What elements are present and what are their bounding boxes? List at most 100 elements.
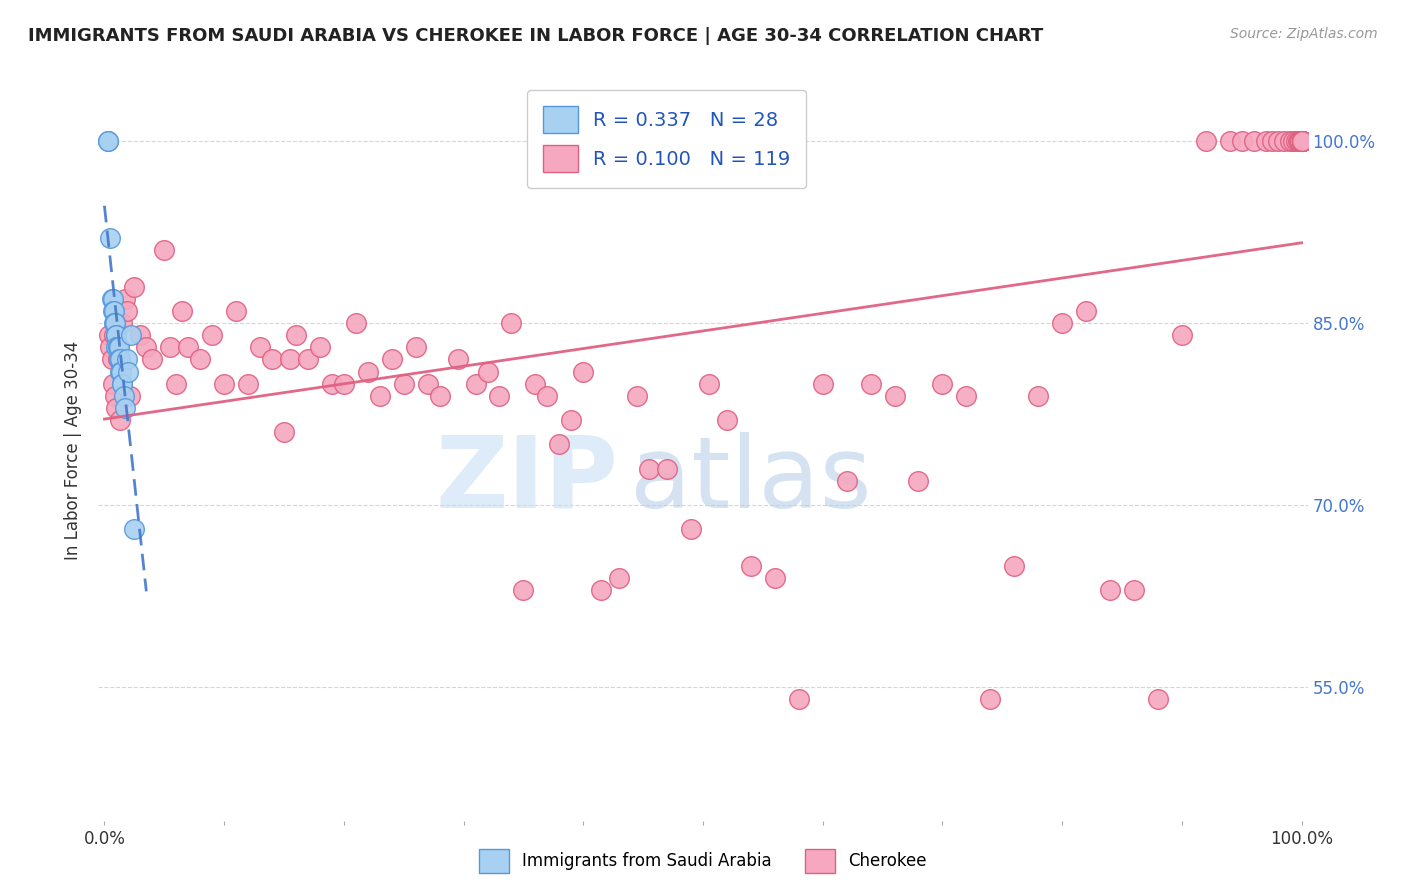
Point <box>1291 134 1313 148</box>
Point <box>979 692 1001 706</box>
Point <box>201 328 224 343</box>
Point <box>105 401 128 415</box>
Point <box>333 376 356 391</box>
Point <box>100 231 122 245</box>
Point <box>405 340 427 354</box>
Point <box>124 279 146 293</box>
Point <box>381 352 404 367</box>
Point <box>1291 134 1313 148</box>
Point <box>1291 134 1313 148</box>
Point <box>278 352 301 367</box>
Point <box>1291 134 1313 148</box>
Point <box>236 376 259 391</box>
Point <box>477 365 499 379</box>
Point <box>114 401 136 415</box>
Point <box>105 328 128 343</box>
Point <box>1243 134 1265 148</box>
Point <box>524 376 547 391</box>
Point <box>107 352 129 367</box>
Point <box>103 316 125 330</box>
Point <box>907 474 929 488</box>
Point <box>108 352 131 367</box>
Point <box>835 474 858 488</box>
Point <box>260 352 283 367</box>
Point <box>97 134 120 148</box>
Point <box>309 340 332 354</box>
Point <box>108 413 131 427</box>
Point <box>1291 134 1313 148</box>
Text: atlas: atlas <box>630 432 872 529</box>
Point <box>638 461 661 475</box>
Point <box>1289 134 1312 148</box>
Point <box>416 376 439 391</box>
Point <box>1267 134 1289 148</box>
Point <box>607 571 630 585</box>
Point <box>1291 134 1313 148</box>
Point <box>212 376 235 391</box>
Point <box>787 692 810 706</box>
Point <box>368 389 391 403</box>
Legend: R = 0.337   N = 28, R = 0.100   N = 119: R = 0.337 N = 28, R = 0.100 N = 119 <box>527 90 806 188</box>
Point <box>1291 134 1313 148</box>
Point <box>103 304 125 318</box>
Point <box>501 316 523 330</box>
Point <box>488 389 510 403</box>
Point <box>931 376 953 391</box>
Point <box>97 134 120 148</box>
Point <box>1291 134 1313 148</box>
Point <box>165 376 187 391</box>
Point <box>572 365 595 379</box>
Point <box>392 376 415 391</box>
Point <box>1291 134 1313 148</box>
Point <box>107 340 129 354</box>
Point <box>107 340 129 354</box>
Point <box>225 304 247 318</box>
Point <box>124 522 146 536</box>
Point <box>763 571 786 585</box>
Point <box>1291 134 1313 148</box>
Point <box>429 389 451 403</box>
Point <box>883 389 905 403</box>
Point <box>1291 134 1313 148</box>
Point <box>114 292 136 306</box>
Point <box>548 437 571 451</box>
Point <box>107 340 129 354</box>
Point <box>1195 134 1218 148</box>
Legend: Immigrants from Saudi Arabia, Cherokee: Immigrants from Saudi Arabia, Cherokee <box>472 842 934 880</box>
Point <box>105 340 128 354</box>
Point <box>1291 134 1313 148</box>
Point <box>1291 134 1313 148</box>
Point <box>1026 389 1049 403</box>
Point <box>284 328 307 343</box>
Point <box>110 365 132 379</box>
Point <box>1219 134 1241 148</box>
Point <box>1254 134 1277 148</box>
Point <box>357 365 380 379</box>
Point <box>536 389 558 403</box>
Point <box>1278 134 1301 148</box>
Point <box>655 461 678 475</box>
Point <box>1286 134 1309 148</box>
Point <box>1002 558 1025 573</box>
Point <box>107 352 129 367</box>
Point <box>135 340 157 354</box>
Point <box>172 304 194 318</box>
Point <box>1291 134 1313 148</box>
Point <box>1291 134 1313 148</box>
Point <box>344 316 367 330</box>
Point <box>1291 134 1313 148</box>
Point <box>1230 134 1253 148</box>
Point <box>740 558 762 573</box>
Point <box>104 316 127 330</box>
Point <box>1050 316 1073 330</box>
Point <box>117 365 139 379</box>
Point <box>955 389 977 403</box>
Point <box>1291 134 1313 148</box>
Point <box>1171 328 1194 343</box>
Point <box>1147 692 1170 706</box>
Point <box>111 376 134 391</box>
Point <box>129 328 152 343</box>
Point <box>297 352 319 367</box>
Point <box>626 389 648 403</box>
Point <box>1074 304 1097 318</box>
